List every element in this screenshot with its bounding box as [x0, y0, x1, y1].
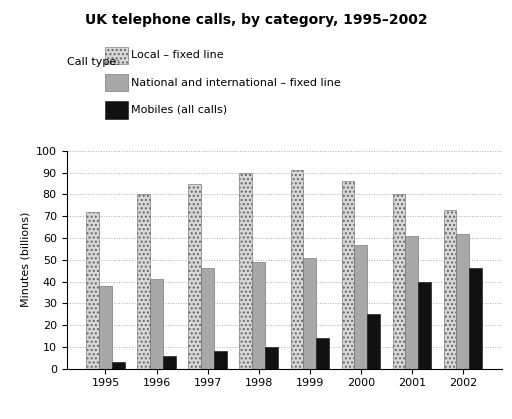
Bar: [457, 234, 469, 369]
Text: UK telephone calls, by category, 1995–2002: UK telephone calls, by category, 1995–20…: [84, 13, 428, 26]
Bar: [393, 194, 406, 369]
Bar: [87, 212, 99, 369]
Bar: [265, 347, 278, 369]
Bar: [240, 173, 252, 369]
Bar: [112, 362, 124, 369]
Bar: [214, 351, 227, 369]
Text: Call type:: Call type:: [67, 57, 119, 67]
Bar: [342, 181, 354, 369]
Bar: [367, 314, 380, 369]
Bar: [303, 258, 316, 369]
Bar: [316, 338, 329, 369]
Text: National and international – fixed line: National and international – fixed line: [131, 78, 340, 88]
Bar: [406, 236, 418, 369]
Text: Mobiles (all calls): Mobiles (all calls): [131, 105, 227, 115]
Bar: [354, 245, 367, 369]
Bar: [137, 194, 150, 369]
Bar: [99, 286, 112, 369]
Text: Local – fixed line: Local – fixed line: [131, 50, 223, 60]
Bar: [418, 282, 431, 369]
Bar: [444, 210, 457, 369]
Bar: [163, 356, 176, 369]
Y-axis label: Minutes (billions): Minutes (billions): [20, 212, 30, 308]
Bar: [252, 262, 265, 369]
Bar: [469, 269, 482, 369]
Bar: [150, 279, 163, 369]
Bar: [188, 184, 201, 369]
Bar: [201, 269, 214, 369]
Bar: [290, 171, 303, 369]
